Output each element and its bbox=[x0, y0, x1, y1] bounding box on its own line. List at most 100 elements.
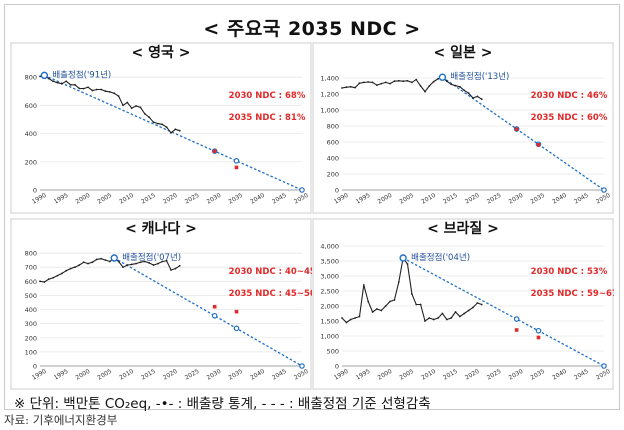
chart-japan-title: < 일본 > bbox=[434, 45, 493, 61]
chart-canada-y-tick-label: 800 bbox=[25, 250, 37, 258]
chart-japan-y-tick-label: 400 bbox=[327, 155, 339, 163]
chart-uk-y-tick-label: 400 bbox=[25, 130, 37, 138]
chart-brazil-emissions-point bbox=[463, 312, 466, 315]
chart-uk-emissions-point bbox=[174, 128, 177, 131]
chart-canada-emissions-point bbox=[60, 272, 63, 275]
chart-brazil-emissions-point bbox=[445, 318, 448, 321]
chart-uk-emissions-point bbox=[78, 87, 81, 90]
chart-japan-y-tick-label: 800 bbox=[327, 123, 339, 131]
chart-uk-y-tick-label: 0 bbox=[33, 187, 37, 195]
chart-brazil-emissions-point bbox=[371, 311, 374, 313]
chart-japan-y-tick-label: 200 bbox=[327, 171, 339, 179]
source-note: 자료: 기후에너지환경부 bbox=[4, 413, 118, 427]
chart-uk-emissions-point bbox=[91, 89, 94, 92]
chart-uk-ndc-marker bbox=[212, 149, 217, 153]
chart-brazil-emissions-point bbox=[441, 312, 444, 315]
chart-canada-peak-marker bbox=[110, 254, 118, 262]
chart-japan-peak-marker bbox=[438, 73, 447, 81]
chart-uk-ndc-marker bbox=[234, 165, 239, 170]
chart-uk-emissions-point bbox=[152, 121, 155, 124]
chart-canada-emissions-point bbox=[148, 262, 151, 264]
chart-canada-emissions-point bbox=[178, 264, 181, 267]
chart-canada-trend-point bbox=[211, 312, 218, 319]
chart-japan-panel-border bbox=[312, 42, 614, 214]
chart-brazil-emissions-point bbox=[397, 281, 400, 283]
chart-canada-trend-line bbox=[113, 257, 303, 367]
chart-canada-emissions-point bbox=[174, 267, 177, 270]
chart-japan-emissions-point bbox=[380, 82, 383, 85]
chart-canada-peak-label: 배출정점('07년) bbox=[122, 252, 181, 263]
chart-brazil-panel-border bbox=[312, 218, 614, 390]
chart-uk-emissions-point bbox=[139, 106, 142, 109]
chart-brazil: < 브라질 > 0 500 1,000 1,500 2,000 2,500 3,000 3,50… bbox=[312, 218, 624, 390]
chart-uk-emissions-point bbox=[104, 90, 107, 93]
chart-brazil-trend-point bbox=[601, 363, 607, 369]
chart-canada-y-tick-label: 200 bbox=[25, 334, 37, 342]
chart-canada-emissions-point bbox=[165, 259, 168, 262]
chart-uk-emissions-point bbox=[69, 83, 72, 86]
chart-brazil-emissions-point bbox=[410, 293, 413, 295]
chart-canada-y-tick-label: 500 bbox=[25, 292, 37, 300]
chart-brazil-trend-point bbox=[535, 327, 542, 334]
chart-japan-emissions-point bbox=[476, 95, 479, 98]
chart-brazil-y-tick-label: 0 bbox=[335, 363, 339, 371]
chart-japan-emissions-point bbox=[397, 79, 400, 82]
chart-uk-trend-point bbox=[233, 158, 240, 164]
chart-uk-y-tick-label: 600 bbox=[25, 102, 37, 110]
chart-uk-ndc-label: 2030 NDC : 68% bbox=[229, 91, 306, 101]
chart-brazil-emissions-point bbox=[467, 309, 470, 312]
chart-brazil-emissions-point bbox=[480, 303, 483, 306]
chart-brazil-y-tick-label: 2,500 bbox=[320, 288, 339, 296]
chart-japan-emissions-point bbox=[415, 78, 418, 81]
chart-canada-emissions-point bbox=[152, 264, 155, 266]
chart-brazil-emissions-point bbox=[367, 300, 370, 303]
chart-uk-trend-line bbox=[44, 74, 303, 191]
chart-brazil-peak-marker bbox=[399, 254, 407, 262]
chart-canada-emissions-point bbox=[104, 259, 107, 262]
chart-japan-emissions-point bbox=[402, 80, 405, 83]
chart-uk-emissions-point bbox=[52, 80, 54, 83]
chart-brazil-emissions-point bbox=[424, 320, 426, 322]
chart-canada-emissions-point bbox=[100, 257, 103, 260]
chart-uk-emissions-point bbox=[157, 122, 159, 125]
chart-japan-emissions-point bbox=[406, 79, 409, 82]
chart-japan-emissions-point bbox=[428, 85, 431, 87]
chart-brazil-emissions-point bbox=[389, 300, 391, 303]
chart-canada-emissions-point bbox=[170, 269, 172, 271]
chart-uk-y-tick-label: 800 bbox=[25, 74, 37, 82]
chart-brazil-y-tick-label: 3,500 bbox=[320, 258, 339, 266]
chart-japan-emissions-point bbox=[459, 85, 461, 88]
chart-japan-panel: < 일본 >0 200 400 600 800 1,000 1,200 1,400 1990 19… bbox=[312, 42, 614, 214]
chart-canada-emissions-point bbox=[47, 278, 50, 281]
chart-japan-emissions-point bbox=[410, 81, 413, 84]
chart-canada-emissions-point bbox=[78, 264, 81, 266]
chart-japan-emissions-point bbox=[450, 83, 453, 86]
chart-canada-y-tick-label: 700 bbox=[25, 264, 37, 272]
chart-brazil-emissions-point bbox=[393, 299, 396, 301]
chart-brazil-emissions-point bbox=[437, 317, 439, 319]
chart-canada-emissions-point bbox=[117, 260, 120, 263]
chart-canada-emissions-point bbox=[122, 266, 124, 269]
chart-brazil-emissions-point bbox=[419, 303, 422, 306]
chart-japan-emissions-point bbox=[463, 89, 466, 92]
chart-uk-emissions-point bbox=[113, 92, 116, 95]
chart-brazil-emissions-point bbox=[432, 318, 435, 321]
chart-brazil-panel: < 브라질 > 0 500 1,000 1,500 2,000 2,500 3,000 3,50… bbox=[312, 218, 624, 390]
chart-uk-emissions-point bbox=[170, 131, 172, 134]
chart-uk-emissions-point bbox=[87, 86, 89, 89]
chart-japan-ndc-label: 2030 NDC : 46% bbox=[531, 91, 608, 101]
chart-canada-emissions-point bbox=[157, 262, 159, 265]
chart-japan-emissions-point bbox=[432, 80, 435, 83]
chart-canada-y-tick-label: 600 bbox=[25, 278, 37, 286]
chart-canada-emissions-point bbox=[126, 264, 129, 266]
chart-brazil-emissions-point bbox=[476, 302, 479, 304]
chart-japan-emissions-point bbox=[367, 81, 370, 83]
chart-japan-emissions-point bbox=[437, 77, 439, 80]
chart-uk-emissions-point bbox=[135, 105, 137, 107]
chart-canada-panel: < 캐나다 >0 100 200 300 400 500 600 700 800 1990 1995… bbox=[10, 218, 325, 390]
chart-canada-emissions-point bbox=[69, 267, 72, 270]
chart-japan-emissions-point bbox=[445, 80, 448, 83]
unit-legend-footnote: ※ 단위: 백만톤 CO₂eq, -•- : 배출량 통계, - - - : 배… bbox=[14, 396, 431, 412]
